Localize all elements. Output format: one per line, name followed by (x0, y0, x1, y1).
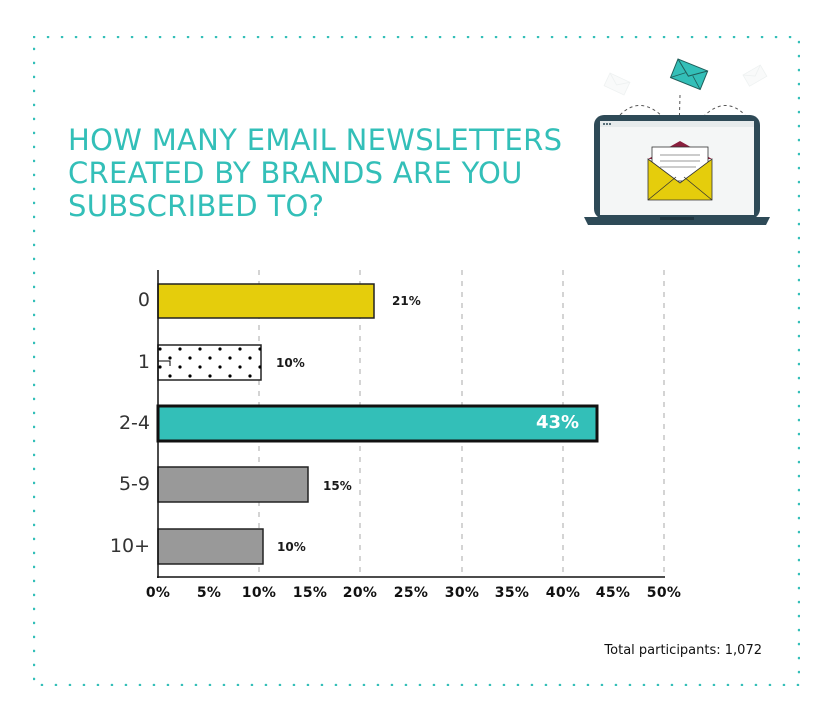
title-line-2: CREATED BY BRANDS ARE YOU (68, 156, 523, 190)
value-label: 10% (277, 540, 306, 554)
category-label: 1 (137, 351, 150, 373)
bar-2-4 (156, 404, 599, 443)
x-tick-label: 25% (393, 585, 429, 601)
total-participants-note: Total participants: 1,072 (604, 643, 762, 658)
flying-envelope-icon (669, 58, 709, 91)
x-tick-label: 20% (342, 585, 378, 601)
bar-0 (157, 283, 375, 319)
x-tick-label: 5% (196, 585, 222, 601)
envelope-icon (647, 158, 713, 201)
x-tick-label: 0% (145, 585, 171, 601)
laptop-base (584, 217, 770, 225)
category-label: 0 (137, 289, 150, 311)
x-tick-label: 50% (646, 585, 682, 601)
faded-envelope-icon (742, 64, 768, 87)
x-tick-label: 35% (494, 585, 530, 601)
category-label: 5-9 (118, 473, 150, 495)
value-label: 43% (536, 412, 580, 433)
value-label: 15% (323, 479, 352, 493)
x-tick-label: 45% (595, 585, 631, 601)
x-tick-label: 10% (241, 585, 277, 601)
laptop-email-illustration (580, 55, 775, 235)
category-label: 10+ (109, 535, 150, 557)
bar-10-plus (157, 528, 264, 565)
x-tick-label: 30% (444, 585, 480, 601)
value-label: 21% (392, 294, 421, 308)
faded-envelope-icon (603, 72, 631, 96)
title-line-3: SUBSCRIBED TO? (68, 189, 325, 223)
x-tick-label: 40% (545, 585, 581, 601)
category-label: 2-4 (118, 412, 150, 434)
value-label: 10% (276, 356, 305, 370)
gridlines (258, 270, 665, 577)
x-tick-label: 15% (292, 585, 328, 601)
chart-title: HOW MANY EMAIL NEWSLETTERS CREATED BY BR… (68, 124, 588, 223)
bar-5-9 (157, 466, 309, 503)
title-line-1: HOW MANY EMAIL NEWSLETTERS (68, 123, 563, 157)
